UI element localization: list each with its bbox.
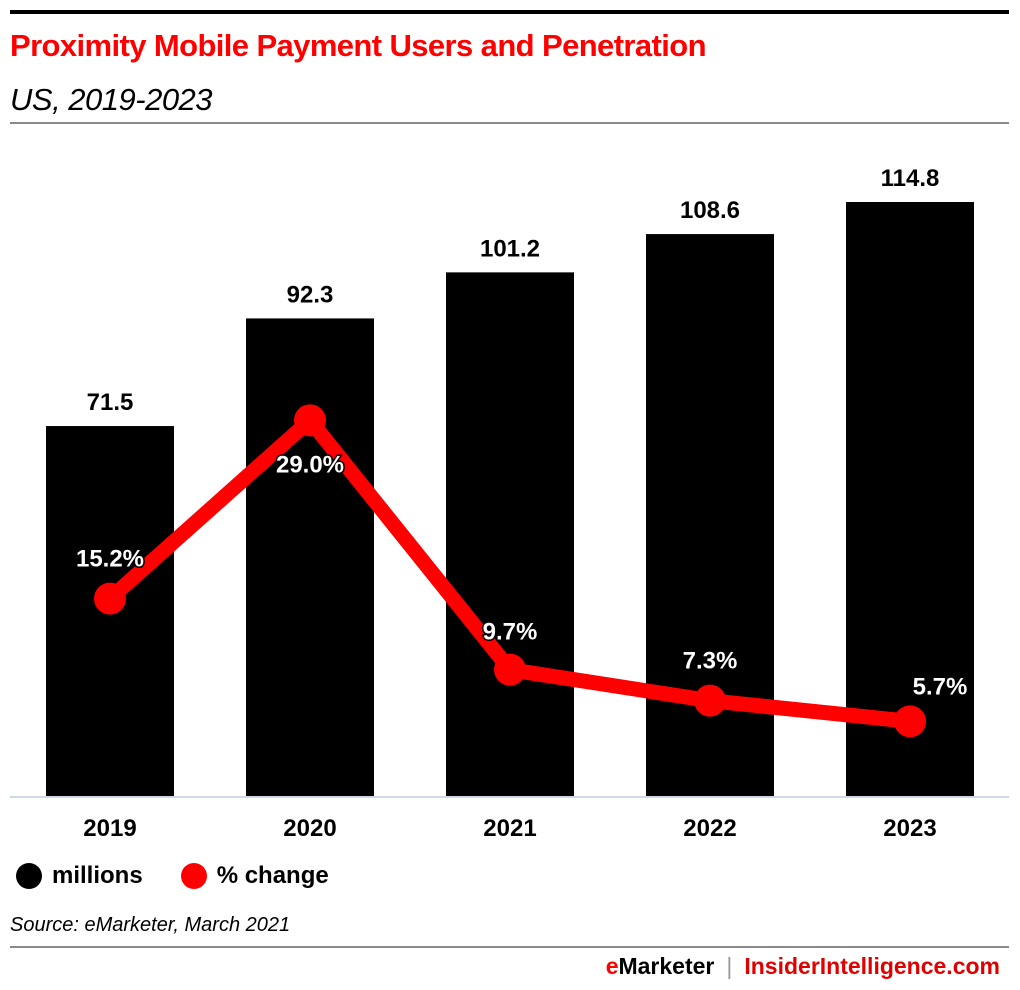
brand-footer: eMarketer | InsiderIntelligence.com [606, 953, 1000, 980]
source-note: Source: eMarketer, March 2021 [10, 914, 291, 936]
legend-label-millions: millions [52, 862, 143, 889]
percent-change-point-2021 [494, 653, 526, 686]
percent-change-point-2023 [894, 705, 926, 738]
brand-separator: | [726, 953, 733, 979]
labels-layer: 71.5 2019 92.3 2020 101.2 2021 108.6 2022 114.8 2… [74, 165, 968, 842]
brand-insider-intelligence[interactable]: InsiderIntelligence.com [744, 953, 1000, 979]
brand-emarketer-rest: Marketer [618, 953, 715, 979]
legend-item-millions[interactable]: millions [16, 862, 143, 890]
bar-value-label: 108.6 [680, 197, 740, 224]
bar-value-label: 71.5 [87, 389, 134, 416]
bar-2021 [446, 272, 574, 796]
percent-change-label: 15.2% [76, 546, 144, 573]
bar-2023 [846, 202, 974, 796]
legend-item-percent-change[interactable]: % change [180, 862, 329, 890]
legend-label-percent-change: % change [216, 862, 329, 889]
top-rule [10, 10, 1009, 14]
legend-swatch-millions [16, 863, 42, 889]
percent-change-point-2020 [294, 404, 326, 437]
percent-change-label: 29.0% [276, 451, 344, 478]
x-tick-label: 2023 [883, 815, 936, 842]
percent-change-label: 7.3% [683, 648, 738, 675]
chart-area: 71.5 2019 92.3 2020 101.2 2021 108.6 2022 114.8 2… [10, 165, 1009, 842]
legend: millions % change [16, 862, 367, 890]
bar-value-label: 92.3 [287, 281, 334, 308]
x-tick-label: 2019 [83, 815, 136, 842]
x-tick-label: 2021 [483, 815, 536, 842]
percent-change-label: 5.7% [913, 673, 968, 700]
bar-2020 [246, 318, 374, 796]
percent-change-label: 9.7% [483, 619, 538, 646]
footer-rule [10, 946, 1009, 948]
bar-value-label: 101.2 [480, 235, 540, 262]
chart-title: Proximity Mobile Payment Users and Penet… [10, 28, 707, 63]
line-layer [94, 404, 926, 738]
brand-emarketer-e: e [605, 953, 619, 979]
x-tick-label: 2020 [283, 815, 336, 842]
subtitle-rule [10, 122, 1009, 124]
bar-value-label: 114.8 [881, 165, 940, 192]
chart-subtitle: US, 2019-2023 [10, 82, 213, 117]
legend-swatch-percent-change [180, 863, 207, 889]
percent-change-point-2022 [694, 684, 726, 717]
percent-change-point-2019 [94, 582, 126, 615]
x-tick-label: 2022 [683, 815, 736, 842]
